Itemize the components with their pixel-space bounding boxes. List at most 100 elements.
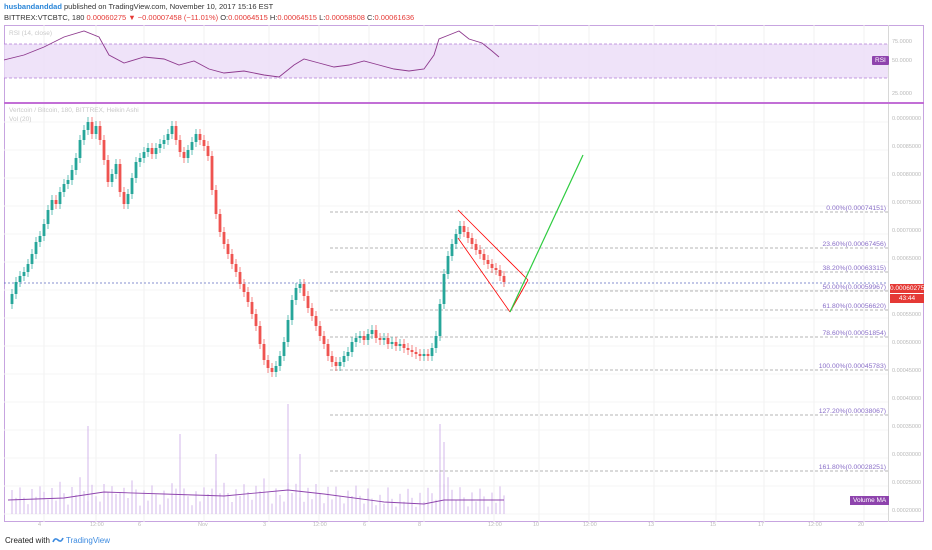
candle-body[interactable] — [254, 314, 258, 326]
candle-body[interactable] — [14, 282, 18, 294]
candle-body[interactable] — [386, 338, 390, 344]
candle-body[interactable] — [398, 344, 402, 346]
projection-line[interactable] — [509, 154, 584, 313]
candle-body[interactable] — [426, 354, 430, 356]
candle-body[interactable] — [98, 126, 102, 140]
author-name[interactable]: husbandanddad — [4, 2, 62, 11]
candle-body[interactable] — [114, 164, 118, 174]
candle-body[interactable] — [162, 140, 166, 144]
candle-body[interactable] — [18, 276, 22, 282]
candle-body[interactable] — [418, 354, 422, 356]
channel-top-line[interactable] — [457, 209, 529, 281]
candle-body[interactable] — [422, 354, 426, 356]
candle-body[interactable] — [130, 178, 134, 194]
candle-body[interactable] — [22, 272, 26, 276]
candle-body[interactable] — [26, 264, 30, 272]
candle-body[interactable] — [258, 326, 262, 344]
price-pane[interactable]: 0.00%(0.00074151) 23.60%(0.00067456) 38.20… — [4, 104, 888, 522]
candle-body[interactable] — [206, 146, 210, 156]
candle-body[interactable] — [274, 366, 278, 372]
candle-body[interactable] — [290, 300, 294, 320]
candle-body[interactable] — [302, 284, 306, 296]
candle-body[interactable] — [378, 338, 382, 340]
candle-body[interactable] — [82, 130, 86, 140]
candle-body[interactable] — [62, 184, 66, 192]
candle-body[interactable] — [262, 344, 266, 360]
candle-body[interactable] — [346, 352, 350, 356]
candle-body[interactable] — [122, 192, 126, 204]
candle-body[interactable] — [222, 232, 226, 244]
candle-body[interactable] — [230, 254, 234, 264]
candle-body[interactable] — [78, 140, 82, 158]
candle-body[interactable] — [38, 236, 42, 242]
candle-body[interactable] — [90, 122, 94, 134]
candle-body[interactable] — [106, 160, 110, 182]
candle-body[interactable] — [102, 140, 106, 160]
candle-body[interactable] — [334, 362, 338, 366]
candle-body[interactable] — [498, 270, 502, 276]
candle-body[interactable] — [330, 356, 334, 362]
candle-body[interactable] — [490, 264, 494, 268]
candle-body[interactable] — [10, 294, 14, 304]
candle-body[interactable] — [226, 244, 230, 254]
candle-body[interactable] — [126, 194, 130, 204]
candle-body[interactable] — [362, 336, 366, 340]
candle-body[interactable] — [466, 232, 470, 238]
candle-body[interactable] — [66, 180, 70, 184]
candle-body[interactable] — [406, 348, 410, 350]
candle-body[interactable] — [186, 150, 190, 158]
candle-body[interactable] — [298, 284, 302, 288]
candle-body[interactable] — [70, 170, 74, 180]
candle-body[interactable] — [234, 264, 238, 272]
candle-body[interactable] — [182, 152, 186, 158]
candle-body[interactable] — [42, 224, 46, 236]
candle-body[interactable] — [190, 142, 194, 150]
candle-body[interactable] — [134, 162, 138, 178]
candle-body[interactable] — [382, 338, 386, 340]
candle-body[interactable] — [394, 342, 398, 346]
pane-divider[interactable] — [4, 102, 924, 104]
candle-body[interactable] — [390, 342, 394, 344]
candle-body[interactable] — [434, 336, 438, 348]
candle-body[interactable] — [458, 226, 462, 234]
candle-body[interactable] — [342, 356, 346, 362]
candle-body[interactable] — [306, 296, 310, 308]
candle-body[interactable] — [278, 356, 282, 366]
price-axis[interactable]: 0.00090000 0.00085000 0.00080000 0.00075000… — [888, 104, 924, 522]
candle-body[interactable] — [46, 210, 50, 224]
candle-body[interactable] — [142, 152, 146, 158]
candle-body[interactable] — [178, 140, 182, 152]
candle-body[interactable] — [218, 214, 222, 232]
candle-body[interactable] — [266, 360, 270, 368]
candle-body[interactable] — [34, 242, 38, 254]
candle-body[interactable] — [242, 284, 246, 292]
candle-body[interactable] — [158, 144, 162, 148]
candle-body[interactable] — [250, 302, 254, 314]
candle-body[interactable] — [494, 268, 498, 270]
candle-body[interactable] — [358, 336, 362, 338]
candle-body[interactable] — [170, 126, 174, 134]
candle-body[interactable] — [110, 174, 114, 182]
candle-body[interactable] — [454, 234, 458, 244]
candle-body[interactable] — [194, 134, 198, 142]
candle-body[interactable] — [138, 158, 142, 162]
candle-body[interactable] — [270, 368, 274, 372]
candle-body[interactable] — [482, 254, 486, 260]
candle-body[interactable] — [350, 342, 354, 352]
candle-body[interactable] — [198, 134, 202, 140]
candle-body[interactable] — [374, 330, 378, 338]
candle-body[interactable] — [286, 320, 290, 342]
candle-body[interactable] — [166, 134, 170, 140]
candle-body[interactable] — [146, 148, 150, 152]
candle-body[interactable] — [314, 316, 318, 326]
candle-body[interactable] — [150, 148, 154, 154]
candle-body[interactable] — [50, 200, 54, 210]
candle-body[interactable] — [402, 344, 406, 348]
candle-body[interactable] — [94, 126, 98, 134]
time-axis[interactable]: 4 12:00 6 Nov 3 12:00 6 8 12:00 10 12:00 13 15 17 12:0… — [4, 522, 888, 530]
candle-body[interactable] — [354, 338, 358, 342]
candle-body[interactable] — [414, 352, 418, 354]
candle-body[interactable] — [58, 192, 62, 204]
candle-body[interactable] — [322, 336, 326, 344]
candle-body[interactable] — [326, 344, 330, 356]
